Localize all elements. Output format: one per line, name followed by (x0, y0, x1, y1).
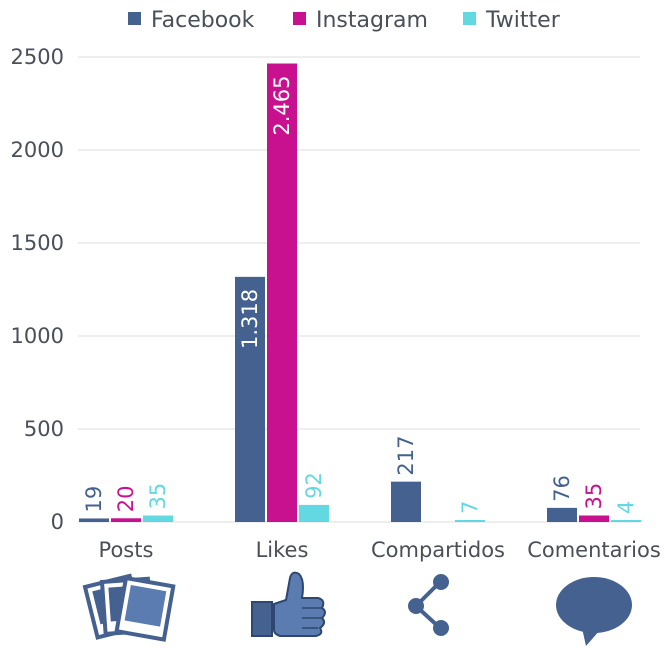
legend-item: Facebook (128, 8, 255, 33)
legend-swatch (463, 12, 476, 25)
data-label: 19 (82, 486, 106, 513)
share-icon (408, 574, 449, 636)
bar (111, 518, 141, 522)
bar (579, 515, 609, 522)
data-label: 2.465 (270, 76, 294, 136)
y-tick-label: 2500 (11, 45, 64, 69)
y-tick-label: 0 (51, 510, 64, 534)
y-tick-label: 1500 (11, 231, 64, 255)
photos-icon (82, 573, 176, 642)
category-label: Comentarios (527, 538, 661, 562)
bar (143, 515, 173, 522)
data-label: 35 (582, 483, 606, 510)
data-label: 1.318 (238, 289, 262, 349)
data-label: 76 (550, 475, 574, 502)
legend-label: Instagram (316, 8, 428, 33)
legend-label: Facebook (151, 8, 255, 33)
bar (299, 504, 329, 522)
data-label: 92 (302, 472, 326, 499)
category-label: Likes (256, 538, 309, 562)
data-label: 20 (114, 486, 138, 513)
data-label: 4 (614, 501, 638, 514)
bar (267, 63, 297, 522)
legend-item: Twitter (463, 8, 561, 33)
x-axis: Posts Likes Compartidos Comentarios (99, 538, 661, 562)
bars: 19 20 35 1.318 2.465 92 217 7 76 35 4 (79, 63, 641, 522)
y-axis: 0 500 1000 1500 2000 2500 (11, 45, 64, 534)
bar (455, 520, 485, 522)
grid-lines (78, 56, 640, 523)
data-label: 217 (394, 436, 418, 476)
data-label: 35 (146, 483, 170, 510)
bar (391, 481, 421, 522)
bar (611, 520, 641, 522)
category-label: Posts (99, 538, 154, 562)
bar (235, 276, 265, 522)
y-tick-label: 1000 (11, 324, 64, 348)
bar (79, 518, 109, 522)
category-label: Compartidos (371, 538, 505, 562)
legend-item: Instagram (293, 8, 428, 33)
y-tick-label: 500 (24, 417, 64, 441)
legend-swatch (128, 12, 141, 25)
thumbs-up-icon (251, 571, 326, 637)
data-label: 7 (458, 501, 482, 514)
bar (547, 507, 577, 522)
legend: Facebook Instagram Twitter (128, 8, 561, 33)
legend-label: Twitter (485, 8, 561, 33)
speech-bubble-icon (556, 577, 632, 646)
legend-swatch (293, 12, 306, 25)
y-tick-label: 2000 (11, 138, 64, 162)
